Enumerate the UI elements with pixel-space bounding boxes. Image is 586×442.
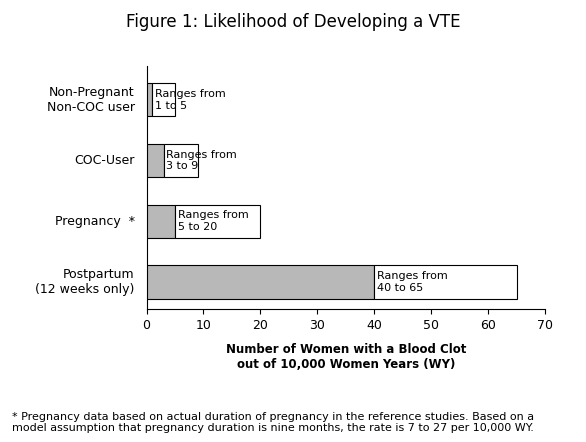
Bar bbox=[163, 144, 197, 177]
Text: Ranges from
5 to 20: Ranges from 5 to 20 bbox=[178, 210, 248, 232]
Bar bbox=[146, 205, 175, 238]
Bar bbox=[374, 265, 516, 299]
Bar bbox=[146, 265, 374, 299]
Bar bbox=[175, 205, 260, 238]
Text: * Pregnancy data based on actual duration of pregnancy in the reference studies.: * Pregnancy data based on actual duratio… bbox=[12, 412, 534, 433]
Bar bbox=[152, 83, 175, 116]
Text: Ranges from
3 to 9: Ranges from 3 to 9 bbox=[166, 150, 237, 171]
Text: Ranges from
40 to 65: Ranges from 40 to 65 bbox=[377, 271, 448, 293]
Bar bbox=[146, 144, 163, 177]
Bar bbox=[146, 83, 152, 116]
Text: Figure 1: Likelihood of Developing a VTE: Figure 1: Likelihood of Developing a VTE bbox=[126, 13, 460, 31]
X-axis label: Number of Women with a Blood Clot
out of 10,000 Women Years (WY): Number of Women with a Blood Clot out of… bbox=[226, 343, 466, 371]
Text: Ranges from
1 to 5: Ranges from 1 to 5 bbox=[155, 89, 226, 110]
